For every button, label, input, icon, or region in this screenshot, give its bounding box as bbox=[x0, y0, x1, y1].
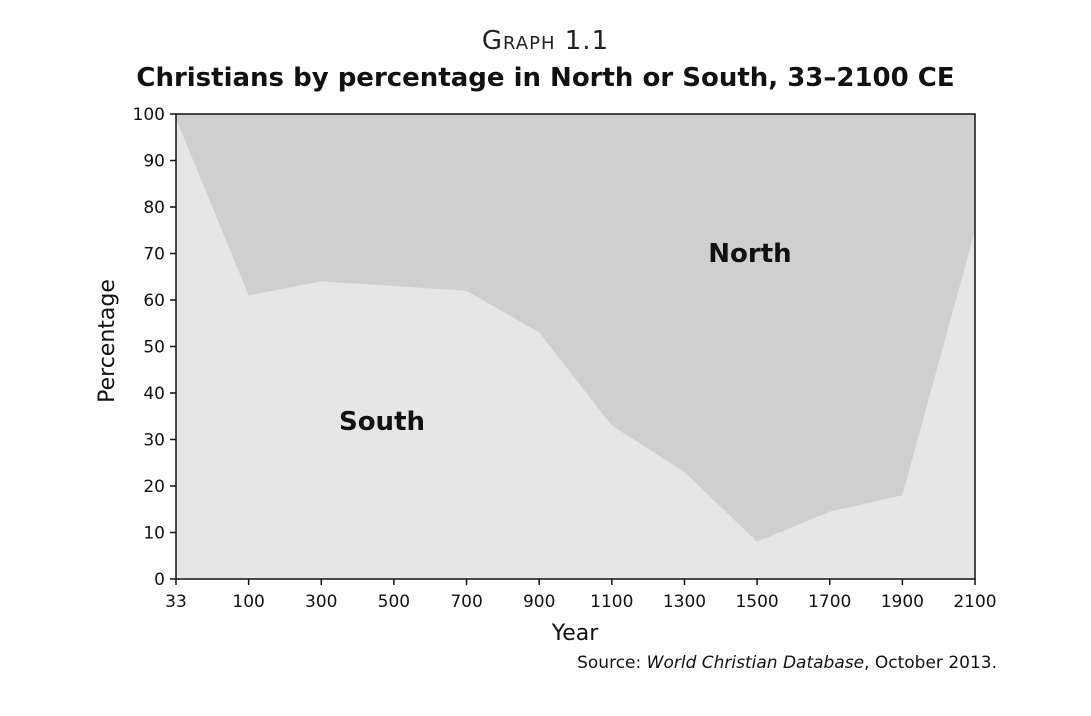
y-tick-label-100: 100 bbox=[133, 105, 165, 125]
graph-number: Graph 1.1 bbox=[481, 26, 610, 56]
y-tick-label-30: 30 bbox=[143, 431, 165, 451]
x-tick-label-1900: 1900 bbox=[881, 592, 924, 612]
y-tick-label-10: 10 bbox=[143, 524, 165, 544]
x-tick-label-100: 100 bbox=[232, 592, 264, 612]
x-tick-label-500: 500 bbox=[378, 592, 410, 612]
south-area bbox=[176, 118, 975, 580]
y-tick-label-50: 50 bbox=[143, 338, 165, 358]
axes: 0 10 20 30 40 50 60 70 80 90 100 33 100 300 500 700 900 1… bbox=[133, 105, 997, 612]
area-labels: North South bbox=[339, 239, 792, 437]
north-area-label: North bbox=[708, 239, 791, 269]
y-tick-label-0: 0 bbox=[154, 570, 165, 590]
y-tick-label-60: 60 bbox=[143, 291, 165, 311]
chart-title: Christians by percentage in North or Sou… bbox=[136, 63, 955, 93]
source-note: Source: World Christian Database, Octobe… bbox=[577, 653, 997, 673]
x-tick-label-33: 33 bbox=[165, 592, 187, 612]
plot-area bbox=[175, 114, 976, 580]
y-tick-label-20: 20 bbox=[143, 477, 165, 497]
y-tick-label-80: 80 bbox=[143, 198, 165, 218]
y-axis-title: Percentage bbox=[95, 279, 120, 403]
x-axis-title: Year bbox=[551, 621, 600, 646]
y-tick-label-40: 40 bbox=[143, 384, 165, 404]
x-tick-label-1500: 1500 bbox=[735, 592, 778, 612]
x-tick-label-900: 900 bbox=[523, 592, 555, 612]
source-database: World Christian Database bbox=[646, 653, 865, 673]
x-tick-label-1300: 1300 bbox=[663, 592, 706, 612]
y-tick-label-70: 70 bbox=[143, 245, 165, 265]
y-tick-label-90: 90 bbox=[143, 152, 165, 172]
x-tick-label-2100: 2100 bbox=[953, 592, 996, 612]
source-suffix: , October 2013. bbox=[864, 653, 997, 673]
south-area-label: South bbox=[339, 407, 425, 437]
x-tick-label-700: 700 bbox=[450, 592, 482, 612]
x-tick-label-1700: 1700 bbox=[808, 592, 851, 612]
x-tick-label-1100: 1100 bbox=[590, 592, 633, 612]
x-tick-label-300: 300 bbox=[305, 592, 337, 612]
source-prefix: Source: bbox=[577, 653, 647, 673]
